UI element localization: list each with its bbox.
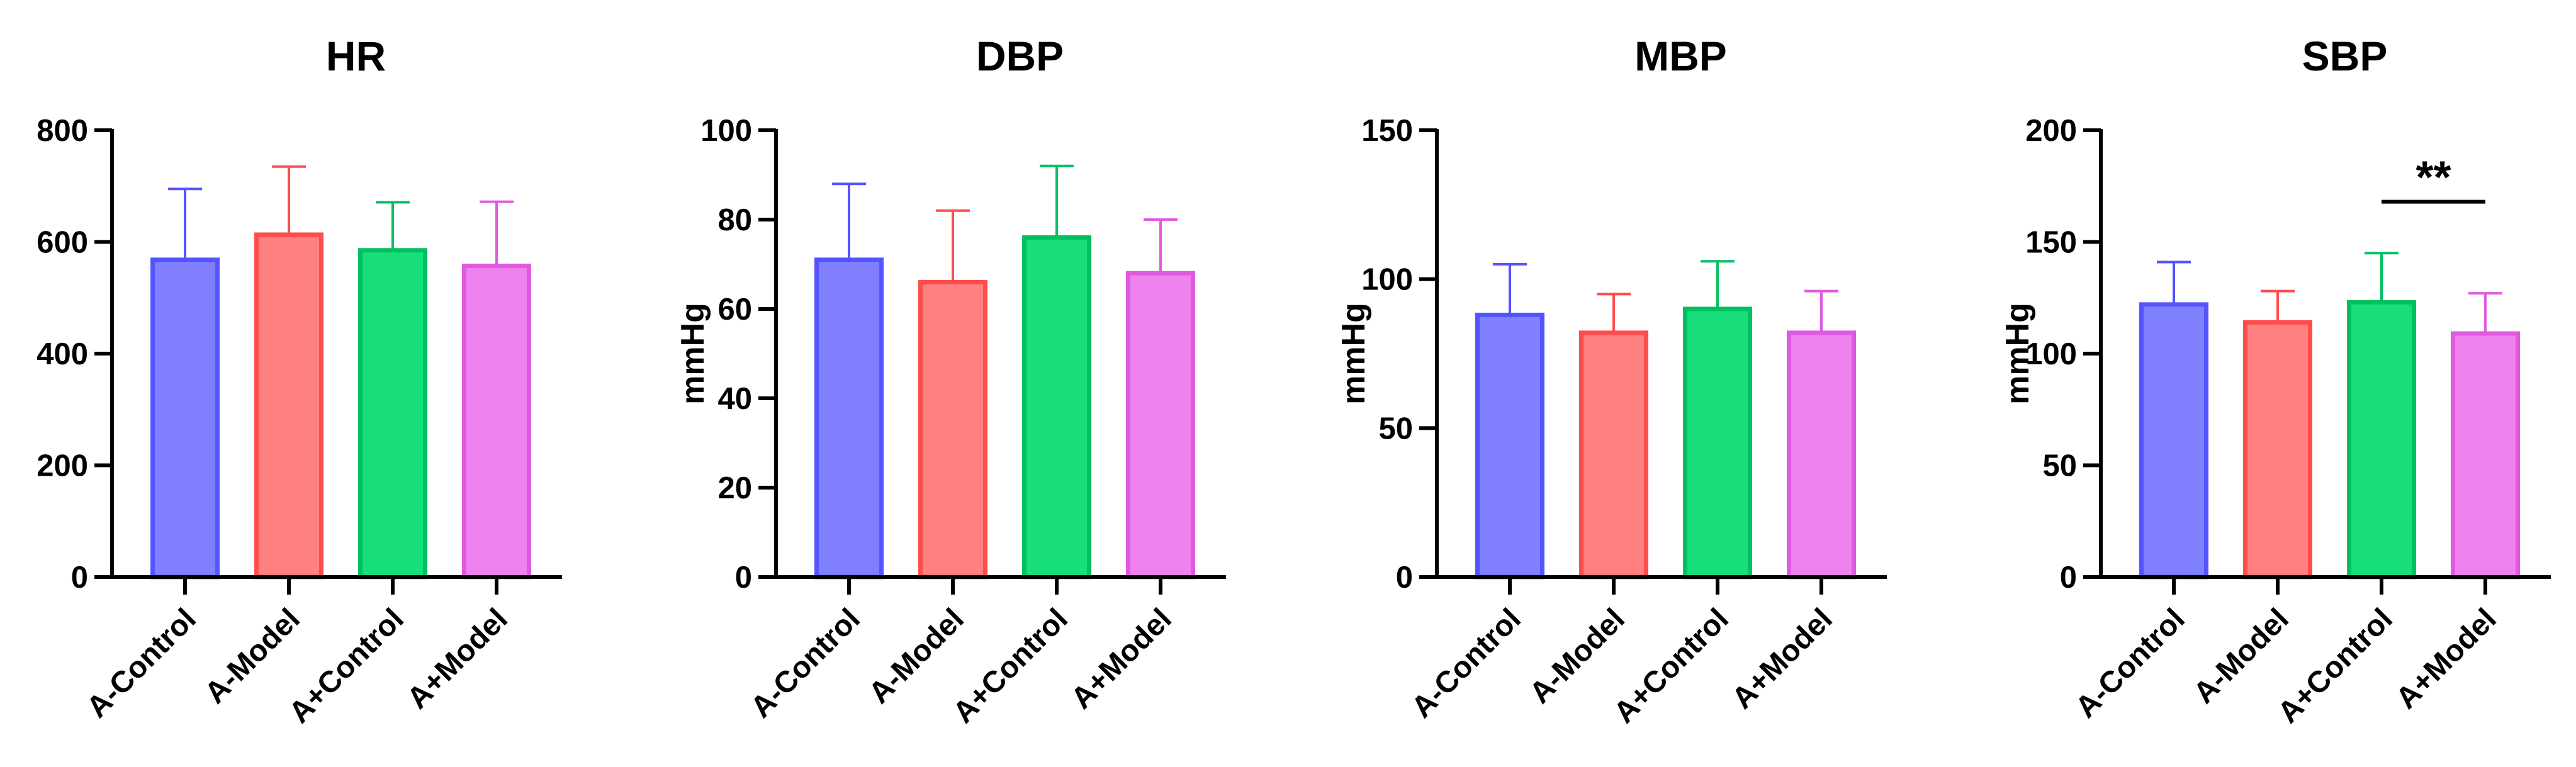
chart-title: MBP <box>1634 33 1727 79</box>
chart-panel-mbp: MBP mmHg 0 50 100 150 A-ControlA-ModelA+Contro… <box>1336 33 1887 730</box>
bar-aplus-model <box>2451 331 2520 579</box>
y-tick-label: 40 <box>717 382 752 416</box>
y-tick-label: 60 <box>717 293 752 327</box>
x-category-label: A+Model <box>401 602 514 715</box>
x-category-label: A+Control <box>2271 602 2399 729</box>
x-category-label: A-Control <box>81 602 203 724</box>
y-tick-label: 0 <box>2060 561 2077 595</box>
x-category-label: A+Control <box>1607 602 1735 729</box>
bar-a-model <box>1579 330 1648 579</box>
bar-a-control <box>2139 302 2208 579</box>
y-axis-label: mmHg <box>1336 303 1372 405</box>
bar-aplus-control <box>358 248 427 579</box>
bar-a-model <box>254 232 323 579</box>
x-category-label: A+Control <box>947 602 1074 729</box>
x-category-label: A+Control <box>283 602 410 729</box>
significance-label: ** <box>2416 153 2451 203</box>
chart-title: SBP <box>2302 33 2388 79</box>
chart-panel-sbp: SBP mmHg 0 50 100 150 200 A-ControlA-ModelA+Con… <box>1999 33 2551 730</box>
y-tick-label: 800 <box>37 114 88 148</box>
y-tick-label: 0 <box>1396 561 1413 595</box>
y-tick-label: 200 <box>2025 114 2077 148</box>
x-category-label: A-Control <box>2069 602 2191 724</box>
chart-title: DBP <box>976 33 1064 79</box>
x-category-label: A-Control <box>745 602 867 724</box>
y-tick-label: 150 <box>2025 226 2077 260</box>
chart-title: HR <box>326 33 386 79</box>
x-category-label: A-Model <box>2187 602 2295 710</box>
y-tick-label: 20 <box>717 471 752 505</box>
bar-a-model <box>918 279 987 579</box>
y-axis-label: mmHg <box>675 303 711 405</box>
bar-aplus-control <box>1683 306 1752 579</box>
y-tick-label: 100 <box>1361 263 1413 297</box>
y-tick-label: 80 <box>717 203 752 237</box>
y-tick-label: 400 <box>37 337 88 371</box>
x-category-label: A-Model <box>1523 602 1631 710</box>
y-tick-label: 150 <box>1361 114 1413 148</box>
bar-a-model <box>2243 320 2312 579</box>
bar-aplus-model <box>1126 271 1195 579</box>
x-category-label: A+Model <box>1065 602 1178 715</box>
y-tick-label: 100 <box>700 114 752 148</box>
y-tick-label: 200 <box>37 449 88 483</box>
y-tick-label: 50 <box>1378 411 1413 445</box>
bar-a-control <box>150 257 220 579</box>
y-tick-label: 0 <box>735 561 752 595</box>
x-category-label: A-Model <box>198 602 306 710</box>
bar-aplus-model <box>462 264 531 579</box>
bar-aplus-model <box>1787 330 1856 579</box>
bar-a-control <box>1475 312 1544 579</box>
y-tick-label: 100 <box>2025 337 2077 371</box>
x-category-label: A-Model <box>862 602 970 710</box>
y-tick-label: 600 <box>37 226 88 260</box>
bar-aplus-control <box>2347 300 2416 579</box>
y-tick-label: 0 <box>71 561 88 595</box>
bar-aplus-control <box>1022 235 1091 579</box>
chart-panel-hr: HR 0 200 400 600 800 A-ControlA-ModelA+Control… <box>37 33 562 730</box>
x-category-label: A+Model <box>2390 602 2503 715</box>
x-category-label: A-Control <box>1405 602 1527 724</box>
y-axis-label: mmHg <box>1999 303 2036 405</box>
y-tick-label: 50 <box>2042 449 2077 483</box>
bar-a-control <box>814 257 884 579</box>
x-category-label: A+Model <box>1726 602 1839 715</box>
chart-panel-dbp: DBP mmHg 0 20 40 60 80 100 A-ControlA-ModelA+Con… <box>675 33 1226 730</box>
